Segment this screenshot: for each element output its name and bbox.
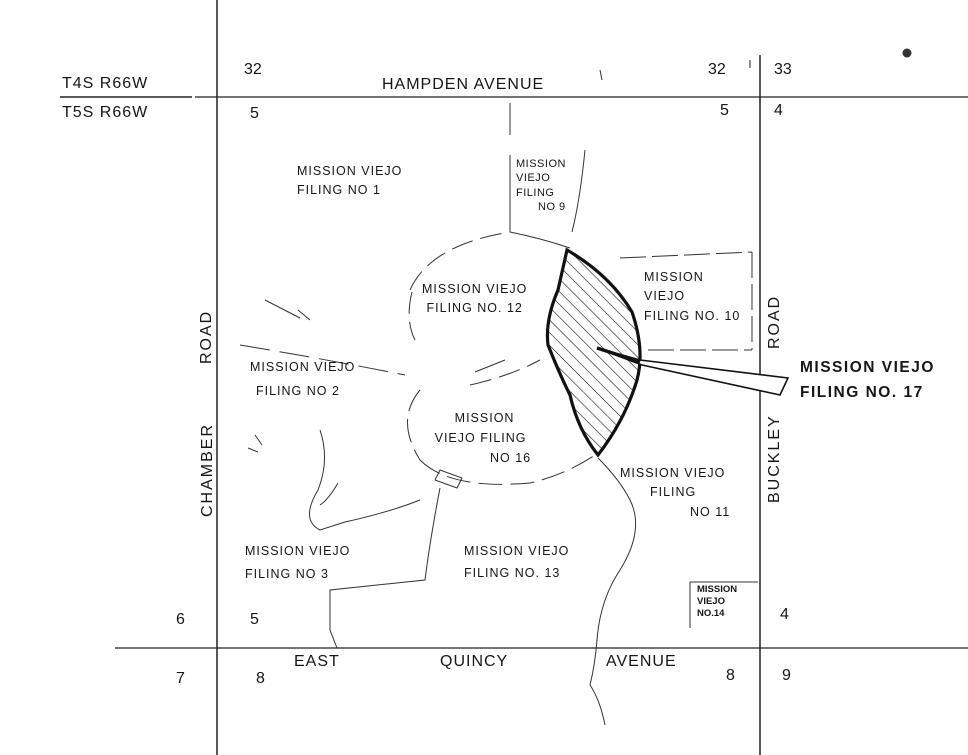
township-label-south: T5S R66W <box>62 104 149 121</box>
section-grid <box>60 0 968 755</box>
section-number: 5 <box>250 611 259 628</box>
filing-3-13-boundary <box>329 469 463 649</box>
filing-17-label-line2: FILING NO. 17 <box>800 384 924 401</box>
section-number: 8 <box>256 670 265 687</box>
section-number: 7 <box>176 670 185 687</box>
filing-11-label: MISSION VIEJO FILING NO 11 <box>620 466 731 519</box>
section-number: 9 <box>782 667 791 684</box>
filing-12-label: MISSION VIEJO FILING NO. 12 <box>422 282 528 316</box>
filing-17-label-line1: MISSION VIEJO <box>800 360 935 376</box>
filing-14-label: MISSION VIEJO NO.14 <box>697 584 738 619</box>
street-chamber: CHAMBER <box>199 422 216 517</box>
section-number: 8 <box>726 667 735 684</box>
section-number: 4 <box>780 606 789 623</box>
street-buckley: BUCKLEY <box>766 414 783 503</box>
filing-2-3-divider <box>247 434 263 453</box>
filing-10-label: MISSION VIEJO FILING NO. 10 <box>644 270 741 323</box>
street-quincy: QUINCY <box>440 653 509 670</box>
street-chamber-road: ROAD <box>198 309 215 364</box>
township-label-north: T4S R66W <box>62 75 149 92</box>
filing-17-parcel <box>545 247 790 458</box>
section-number: 5 <box>250 105 259 122</box>
street-buckley-road: ROAD <box>766 294 783 349</box>
filing-1-2-divider <box>239 344 406 376</box>
filing-11-13-boundary <box>589 457 637 726</box>
filing-9-label: MISSION VIEJO FILING NO 9 <box>516 158 566 213</box>
filing-3-label: MISSION VIEJO FILING NO 3 <box>245 544 351 581</box>
filing-12-boundary <box>408 231 541 386</box>
filing-14-boundary <box>689 581 758 628</box>
ink-spot <box>902 48 912 58</box>
filing-16-boundary <box>407 389 596 485</box>
section-number: 6 <box>176 611 185 628</box>
section-number: 32 <box>708 61 726 78</box>
filing-13-label: MISSION VIEJO FILING NO. 13 <box>464 544 570 580</box>
section-number: 33 <box>774 61 792 78</box>
street-quincy-avenue: AVENUE <box>606 653 677 670</box>
filing-16-label: MISSION VIEJO FILING NO 16 <box>434 411 532 465</box>
filing-17-label: MISSION VIEJO FILING NO. 17 <box>800 360 968 410</box>
street-hampden-avenue: HAMPDEN AVENUE <box>382 76 545 93</box>
filing-9-boundary <box>509 103 586 249</box>
section-number: 4 <box>774 102 783 119</box>
section-number: 5 <box>720 102 729 119</box>
filing-1-label: MISSION VIEJO FILING NO 1 <box>297 164 403 198</box>
section-number: 32 <box>244 61 262 78</box>
filing-boundaries <box>239 69 758 726</box>
filing-10-boundary <box>619 251 753 351</box>
filing-2-label: MISSION VIEJO FILING NO 2 <box>250 360 356 399</box>
street-east: EAST <box>294 653 340 670</box>
